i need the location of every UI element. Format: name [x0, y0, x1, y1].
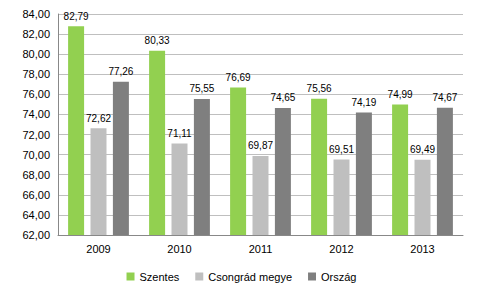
svg-text:70,00: 70,00: [22, 149, 50, 161]
svg-text:69,87: 69,87: [248, 140, 273, 151]
svg-text:2013: 2013: [410, 243, 434, 255]
svg-text:74,99: 74,99: [388, 89, 413, 100]
svg-text:72,62: 72,62: [86, 113, 111, 124]
svg-text:75,56: 75,56: [307, 83, 332, 94]
svg-text:78,00: 78,00: [22, 68, 50, 80]
svg-text:80,33: 80,33: [145, 35, 170, 46]
svg-text:74,65: 74,65: [270, 92, 295, 103]
svg-text:82,00: 82,00: [22, 28, 50, 40]
svg-text:2010: 2010: [167, 243, 191, 255]
svg-text:62,00: 62,00: [22, 229, 50, 241]
svg-text:76,00: 76,00: [22, 88, 50, 100]
svg-text:71,11: 71,11: [167, 128, 192, 139]
svg-text:2012: 2012: [329, 243, 353, 255]
svg-text:72,00: 72,00: [22, 129, 50, 141]
svg-text:74,19: 74,19: [351, 97, 376, 108]
svg-text:82,79: 82,79: [64, 11, 89, 22]
svg-text:80,00: 80,00: [22, 48, 50, 60]
svg-text:2011: 2011: [249, 243, 273, 255]
svg-text:68,00: 68,00: [22, 169, 50, 181]
svg-text:64,00: 64,00: [22, 209, 50, 221]
svg-text:84,00: 84,00: [22, 8, 50, 20]
svg-text:77,26: 77,26: [108, 66, 133, 77]
svg-text:74,67: 74,67: [432, 92, 457, 103]
svg-text:76,69: 76,69: [226, 72, 251, 83]
svg-text:74,00: 74,00: [22, 108, 50, 120]
svg-text:69,51: 69,51: [329, 144, 354, 155]
svg-text:Csongrád megye: Csongrád megye: [208, 271, 292, 283]
svg-text:66,00: 66,00: [22, 189, 50, 201]
svg-text:Szentes: Szentes: [140, 271, 180, 283]
svg-text:2009: 2009: [86, 243, 110, 255]
svg-text:69,49: 69,49: [410, 144, 435, 155]
svg-text:Ország: Ország: [321, 271, 356, 283]
svg-text:75,55: 75,55: [189, 83, 214, 94]
